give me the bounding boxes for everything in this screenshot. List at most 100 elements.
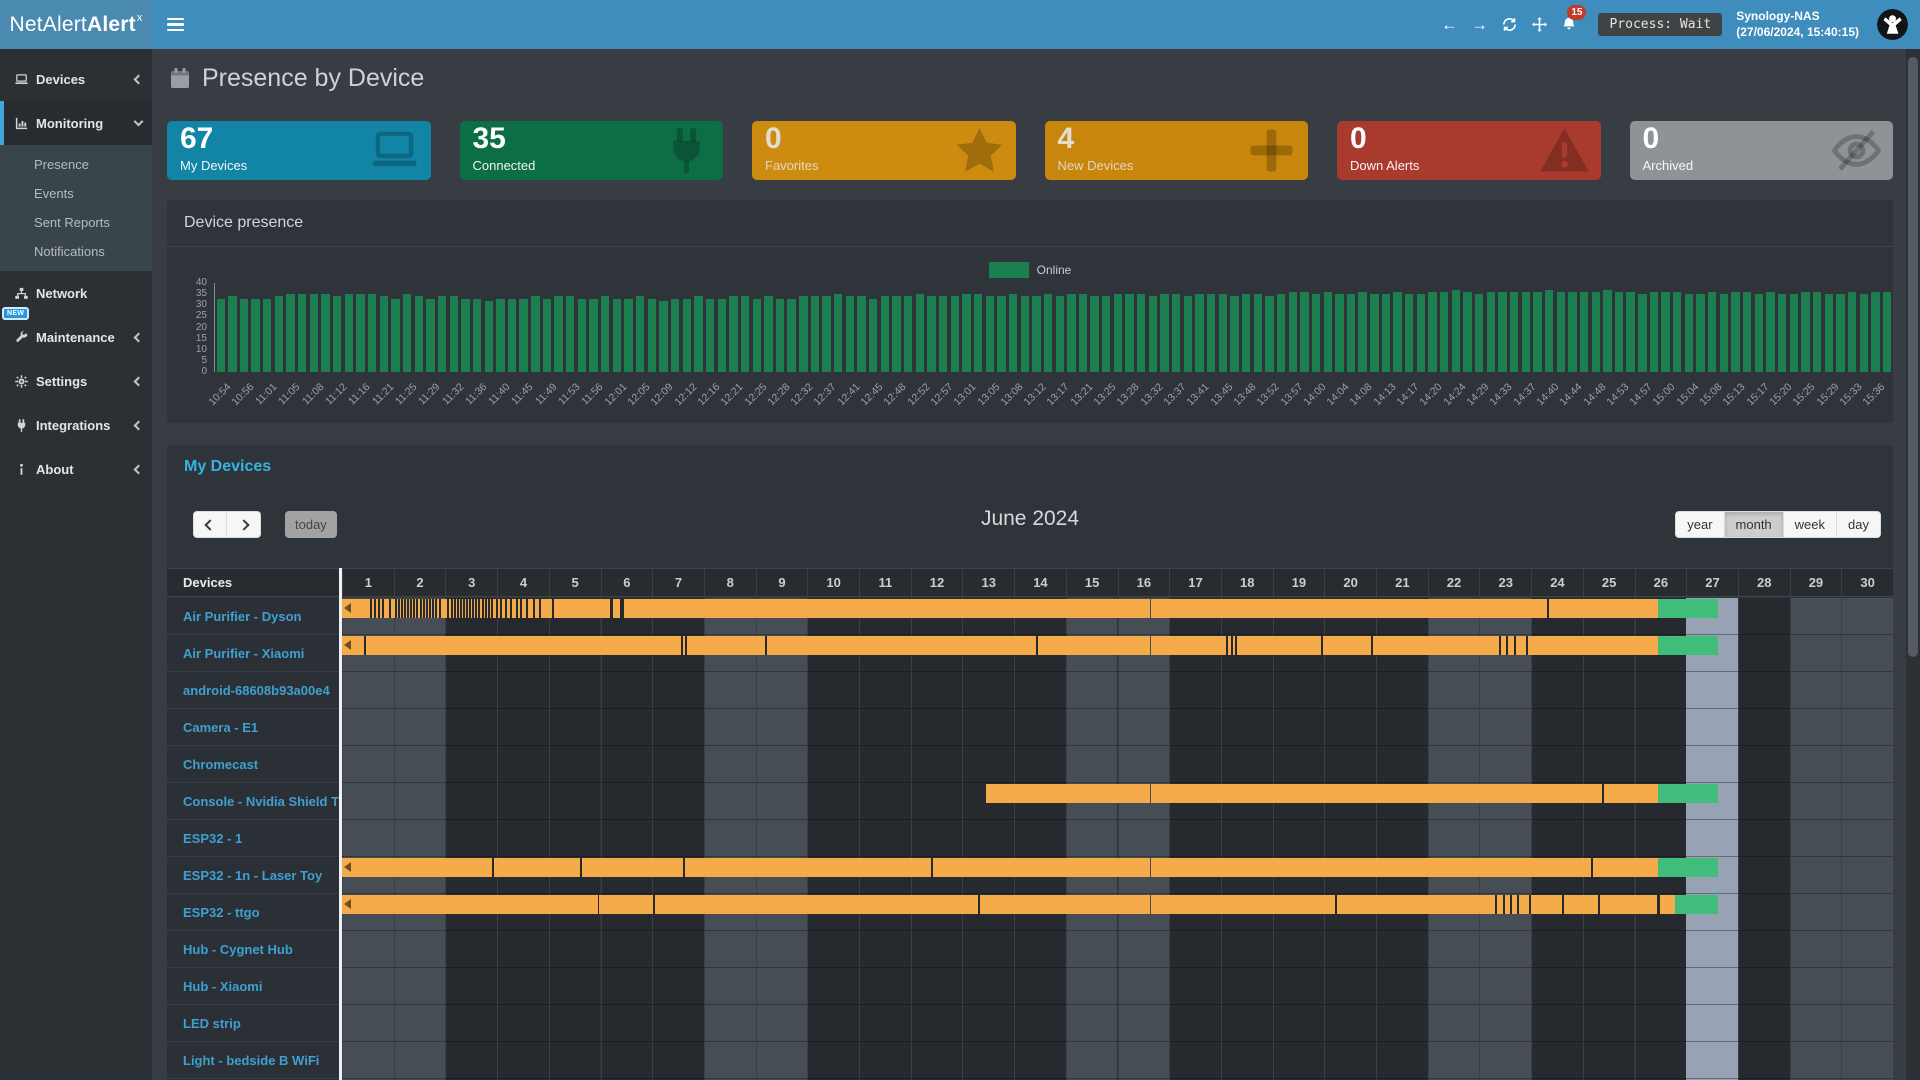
- timeline-row-chromecast: [342, 746, 1893, 783]
- user-avatar[interactable]: [1877, 9, 1908, 40]
- stat-card-new-devices[interactable]: 4 New Devices: [1044, 121, 1308, 180]
- nav-back-button[interactable]: ←: [1434, 0, 1464, 49]
- presence-bar: [449, 296, 458, 372]
- device-row-label-android-68608b93a00e4[interactable]: android-68608b93a00e4: [167, 672, 339, 709]
- sidebar-subitem-events[interactable]: Events: [34, 186, 74, 201]
- presence-bar: [356, 294, 365, 372]
- day-header-18[interactable]: 18: [1220, 569, 1273, 596]
- day-header-6[interactable]: 6: [600, 569, 653, 596]
- device-row-label-esp32-1n-laser-toy[interactable]: ESP32 - 1n - Laser Toy: [167, 857, 339, 894]
- view-week-button[interactable]: week: [1783, 511, 1838, 538]
- stat-card-connected[interactable]: 35 Connected: [459, 121, 723, 180]
- device-row-label-camera-e1[interactable]: Camera - E1: [167, 709, 339, 746]
- sidebar-item-network[interactable]: Network: [0, 271, 152, 315]
- brand-logo[interactable]: NetAlert Alert x: [0, 0, 152, 49]
- nav-forward-button[interactable]: →: [1464, 0, 1494, 49]
- day-header-11[interactable]: 11: [859, 569, 911, 596]
- day-header-3[interactable]: 3: [445, 569, 497, 596]
- sidebar-subitem-sent-reports[interactable]: Sent Reports: [34, 215, 110, 230]
- stat-card-favorites[interactable]: 0 Favorites: [752, 121, 1016, 180]
- sidebar-subitem-notifications[interactable]: Notifications: [34, 244, 105, 259]
- device-row-label-chromecast[interactable]: Chromecast: [167, 746, 339, 783]
- sidebar-item-monitoring[interactable]: Monitoring: [0, 101, 152, 145]
- day-header-27[interactable]: 27: [1686, 569, 1738, 596]
- calendar-next-button[interactable]: [227, 511, 261, 538]
- refresh-button[interactable]: [1494, 0, 1524, 49]
- view-day-button[interactable]: day: [1837, 511, 1881, 538]
- presence-bar: [892, 296, 901, 372]
- day-header-8[interactable]: 8: [703, 569, 756, 596]
- day-header-21[interactable]: 21: [1376, 569, 1428, 596]
- day-header-24[interactable]: 24: [1531, 569, 1583, 596]
- day-header-7[interactable]: 7: [652, 569, 704, 596]
- device-row-label-console-nvidia-shield-t[interactable]: Console - Nvidia Shield T: [167, 783, 339, 820]
- day-column-19: [1272, 598, 1325, 1080]
- device-row-label-air-purifier-xiaomi[interactable]: Air Purifier - Xiaomi: [167, 635, 339, 672]
- stat-card-archived[interactable]: 0 Archived: [1629, 121, 1893, 180]
- day-header-4[interactable]: 4: [497, 569, 549, 596]
- calendar-today-button[interactable]: today: [285, 511, 337, 538]
- offline-tick: [370, 599, 373, 618]
- day-header-20[interactable]: 20: [1324, 569, 1376, 596]
- day-header-29[interactable]: 29: [1789, 569, 1842, 596]
- day-header-2[interactable]: 2: [393, 569, 446, 596]
- calendar-prev-button[interactable]: [193, 511, 227, 538]
- day-header-17[interactable]: 17: [1169, 569, 1221, 596]
- timeline-row-air-purifier-xiaomi: [342, 635, 1893, 672]
- notifications-button[interactable]: 15: [1554, 0, 1587, 49]
- day-header-26[interactable]: 26: [1634, 569, 1687, 596]
- view-month-button[interactable]: month: [1724, 511, 1784, 538]
- laptop-icon: [368, 124, 421, 177]
- day-header-9[interactable]: 9: [755, 569, 808, 596]
- day-header-5[interactable]: 5: [548, 569, 601, 596]
- wrench-icon: [14, 330, 36, 345]
- device-row-label-hub-xiaomi[interactable]: Hub - Xiaomi: [167, 968, 339, 1005]
- view-year-button[interactable]: year: [1675, 511, 1725, 538]
- plus-icon: [1245, 124, 1298, 177]
- sidebar-item-devices[interactable]: Devices: [0, 57, 152, 101]
- day-header-1[interactable]: 1: [342, 569, 394, 596]
- day-header-14[interactable]: 14: [1014, 569, 1066, 596]
- scrollbar-track[interactable]: [1906, 49, 1920, 1080]
- offline-tick: [487, 599, 490, 618]
- device-row-label-air-purifier-dyson[interactable]: Air Purifier - Dyson: [167, 598, 339, 635]
- sidebar-item-maintenance[interactable]: NEW Maintenance: [0, 307, 152, 359]
- day-header-25[interactable]: 25: [1582, 569, 1635, 596]
- day-header-16[interactable]: 16: [1117, 569, 1170, 596]
- device-row-label-led-strip[interactable]: LED strip: [167, 1005, 339, 1042]
- presence-bar: [1673, 291, 1682, 372]
- device-row-label-light-bedside-b-wifi[interactable]: Light - bedside B WiFi: [167, 1042, 339, 1079]
- day-header-28[interactable]: 28: [1737, 569, 1790, 596]
- day-header-30[interactable]: 30: [1841, 569, 1893, 596]
- device-row-label-hub-cygnet-hub[interactable]: Hub - Cygnet Hub: [167, 931, 339, 968]
- sidebar-item-integrations[interactable]: Integrations: [0, 403, 152, 447]
- presence-bar-online: [342, 895, 598, 914]
- device-row-label-esp32-ttgo[interactable]: ESP32 - ttgo: [167, 894, 339, 931]
- day-header-15[interactable]: 15: [1065, 569, 1118, 596]
- stat-card-label: Down Alerts: [1350, 158, 1420, 173]
- presence-bar: [461, 298, 470, 372]
- y-tick-label: 0: [201, 366, 207, 377]
- day-header-13[interactable]: 13: [962, 569, 1014, 596]
- sidebar-subitem-presence[interactable]: Presence: [34, 157, 89, 172]
- scrollbar-thumb[interactable]: [1908, 57, 1918, 657]
- device-row-label-esp32-1[interactable]: ESP32 - 1: [167, 820, 339, 857]
- stat-card-my-devices[interactable]: 67 My Devices: [167, 121, 431, 180]
- day-header-22[interactable]: 22: [1427, 569, 1480, 596]
- my-devices-title[interactable]: My Devices: [184, 458, 272, 475]
- offline-tick: [453, 599, 456, 618]
- sidebar-item-settings[interactable]: Settings: [0, 359, 152, 403]
- presence-bar: [1614, 291, 1624, 372]
- stat-cards: 67 My Devices 35 Connected 0 Favorites 4 New De…: [167, 121, 1893, 180]
- presence-bar-online: [342, 636, 1150, 655]
- day-header-10[interactable]: 10: [807, 569, 859, 596]
- day-header-23[interactable]: 23: [1479, 569, 1531, 596]
- sidebar-toggle-button[interactable]: [152, 0, 198, 49]
- day-header-12[interactable]: 12: [910, 569, 963, 596]
- sidebar-item-about[interactable]: About: [0, 447, 152, 491]
- presence-bar-recent: [1657, 784, 1719, 803]
- move-button[interactable]: [1524, 0, 1554, 49]
- main-content: Presence by Device 67 My Devices 35 Connect…: [152, 49, 1920, 1080]
- day-header-19[interactable]: 19: [1272, 569, 1325, 596]
- stat-card-down-alerts[interactable]: 0 Down Alerts: [1337, 121, 1601, 180]
